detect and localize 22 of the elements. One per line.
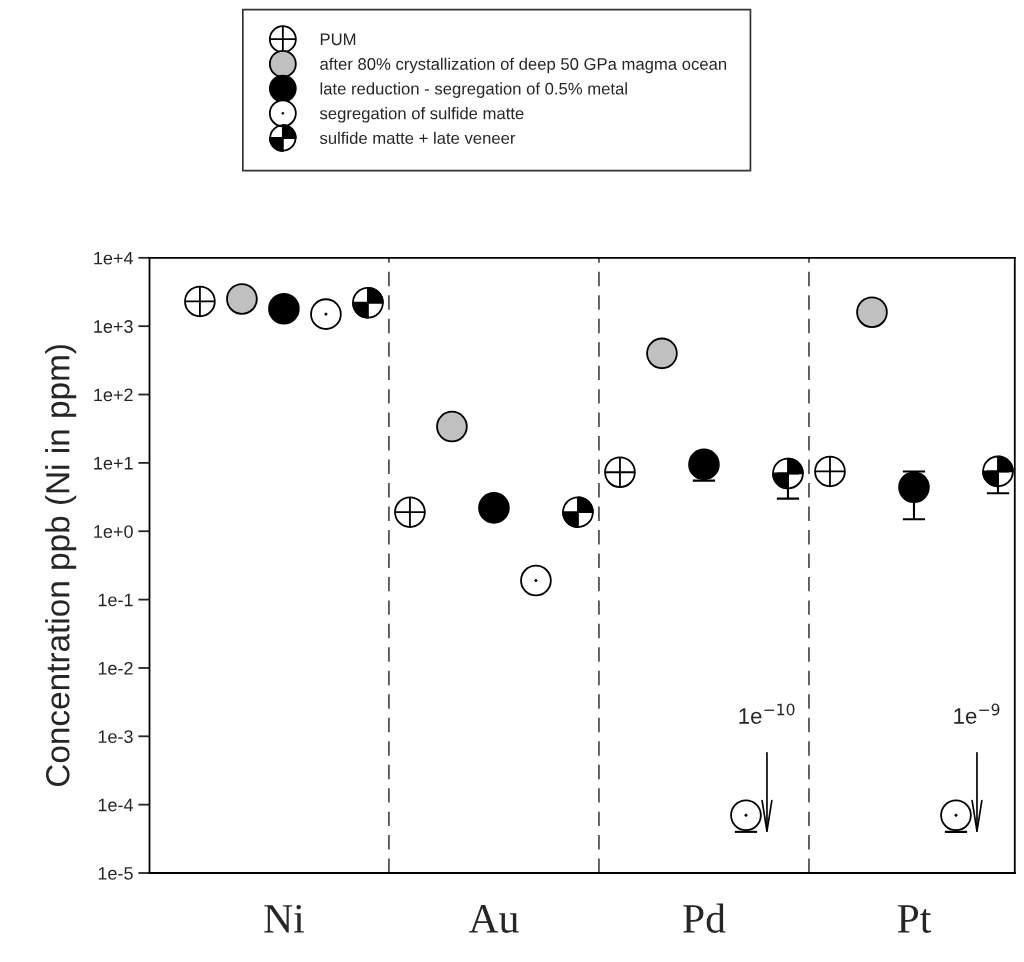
- y-tick-label: 1e+0: [94, 525, 133, 538]
- y-tick-label: 1e-5: [98, 867, 133, 880]
- y-tick-label: 1e-4: [98, 798, 134, 812]
- legend-label: late reduction - segregation of 0.5% metal: [320, 82, 627, 98]
- y-tick-label: 1e+1: [94, 457, 133, 470]
- y-tick-label: 1e-3: [98, 730, 133, 744]
- y-tick-label: 1e-2: [98, 661, 133, 675]
- y-tick-label: 1e+2: [94, 388, 133, 402]
- legend-label: after 80% crystallization of deep 50 GPa magma ocean: [320, 57, 727, 74]
- y-tick-label: 1e+3: [94, 320, 133, 333]
- legend-label: segregation of sulfide matte: [319, 107, 524, 123]
- x-tick-label: Ni: [264, 904, 304, 933]
- annotation: 1e$^{−9}$: [954, 703, 1000, 724]
- legend-label: sulfide matte + late veneer: [319, 131, 516, 145]
- y-tick-label: 1e-1: [98, 593, 133, 607]
- annotation: 1e$^{−10}$: [739, 703, 795, 724]
- legend-label: PUM: [320, 33, 356, 46]
- x-tick-label: Pd: [683, 903, 726, 933]
- x-tick-label: Au: [468, 904, 519, 933]
- y-axis-title: Concentration ppb (Ni in ppm): [45, 345, 77, 787]
- x-tick-label: Pt: [897, 905, 932, 933]
- y-tick-label: 1e+4: [94, 251, 133, 265]
